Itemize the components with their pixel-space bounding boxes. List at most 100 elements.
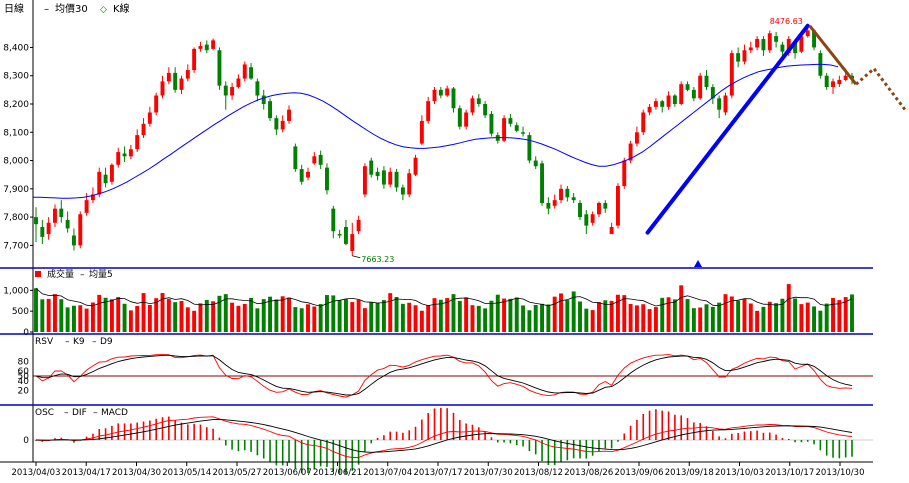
candle-body [660,101,665,107]
candle-body [274,118,279,130]
volume-bar [211,301,216,332]
volume-bar [521,305,526,332]
volume-bar [46,298,51,332]
candle-body [508,118,513,124]
osc-bar [705,426,708,440]
osc-bar [307,440,309,474]
osc-bar [193,423,195,440]
volume-bar [217,295,222,332]
kd-tick-label: 20 [18,386,30,396]
candle-body [634,132,639,144]
candle-body [198,46,203,49]
osc-bar [123,423,126,440]
candle-body [774,36,779,42]
price-tick-label: 8,200 [3,100,29,110]
osc-bar [800,440,803,443]
candle-body [65,219,70,229]
date-tick-label: 2013/09/18 [665,468,714,478]
date-tick-label: 2013/10/17 [765,468,814,478]
candle-body [723,95,728,113]
osc-bar [281,440,284,466]
candle-body [691,89,696,99]
volume-bar [812,306,817,332]
osc-bar [402,432,404,440]
volume-bar [609,300,614,332]
candle-body [767,33,772,51]
candle-body [717,98,722,110]
volume-bar [615,294,620,332]
volume-bar [388,293,393,332]
osc-bar [553,440,556,466]
osc-bar [781,438,784,440]
price-tick-label: 8,100 [3,128,29,138]
candle-body [628,143,633,161]
volume-bar [457,300,462,332]
osc-bar [294,440,297,469]
candle-body [407,173,412,195]
osc-bar [718,436,720,440]
date-tick-label: 2013/04/03 [12,468,61,478]
osc-bar [136,422,139,440]
candle-body [34,217,38,225]
osc-bar [288,440,290,463]
volume-tick-label: 1,000 [3,286,29,296]
candle-body [837,79,842,85]
volume-bar [761,306,766,332]
date-tick-label: 2013/06/21 [313,468,362,478]
high-annotation: 8476.63 [770,17,803,26]
candle-body [230,87,235,96]
kd-tick-label: 50 [18,372,30,382]
volume-bar [242,303,247,332]
kd-tick-label: 40 [18,377,30,387]
volume-bar [736,300,741,332]
volume-bar [843,297,848,332]
candle-body [704,75,709,88]
candle-body [843,75,848,80]
diamond-icon: ◇ [100,5,107,15]
volume-bar [729,296,734,332]
osc-bar [275,440,278,466]
volume-bar [274,299,279,332]
osc-bar [642,413,645,440]
osc-bar [130,423,132,440]
volume-bar [223,294,228,332]
candle-body [318,154,323,165]
rsv-legend: RSV [35,337,54,347]
osc-bar [446,408,448,440]
volume-bar [40,299,45,332]
volume-bar [590,310,595,332]
osc-bar [522,440,524,447]
volume-bar [533,304,538,332]
candle-body [287,109,291,121]
volume-bar [109,299,114,332]
volume-bar [476,305,481,332]
volume-bar [622,295,627,332]
volume-bar [369,302,374,332]
volume-bar [540,303,545,332]
candle-body [812,30,817,48]
candle-body [780,44,785,52]
candle-body [419,120,424,144]
candle-body [824,75,829,88]
osc-bar [433,408,436,440]
volume-bar [793,298,798,332]
volume-bar [261,299,266,332]
volume-bar [331,295,336,332]
volume-bar [508,298,513,332]
svg-text:–: – [80,270,85,280]
candle-body [742,50,747,62]
candle-body [552,200,557,206]
candle-body [647,106,652,113]
volume-bar [464,297,469,332]
volume-bar [559,293,563,332]
volume-bar [198,303,203,332]
volume-ma-legend: 均量5 [89,268,113,280]
osc-bar [674,414,676,440]
price-tick-label: 7,700 [3,241,29,251]
svg-text:–: – [93,408,98,418]
volume-bar [603,300,608,332]
volume-bar [90,302,95,332]
osc-bar [212,428,214,440]
candle-body [78,214,83,246]
candle-body [641,112,646,133]
